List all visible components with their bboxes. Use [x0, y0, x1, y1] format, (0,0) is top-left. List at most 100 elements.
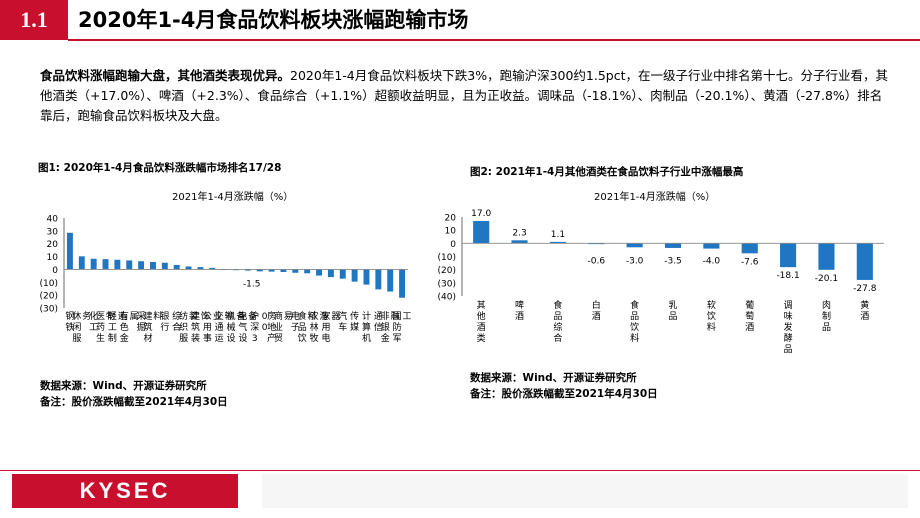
- category-label: 纺织服装: [179, 310, 198, 344]
- y-tick-label: 10: [445, 227, 457, 237]
- bar: [66, 232, 73, 270]
- bar: [114, 259, 121, 270]
- bar: [268, 269, 275, 272]
- category-label: 传媒: [350, 310, 359, 333]
- y-tick-label: 30: [47, 227, 59, 237]
- y-tick-label: (30): [40, 305, 58, 315]
- category-label: 休闲服务: [72, 310, 91, 344]
- category-label: 电气设备: [238, 310, 257, 344]
- chart-1-title: 2021年1-4月涨跌幅（%）: [172, 192, 294, 203]
- category-label: 汽车: [338, 310, 347, 333]
- bar: [78, 256, 85, 270]
- section-number: 1.1: [0, 0, 68, 40]
- bar: [304, 269, 311, 274]
- bar: [161, 262, 168, 270]
- y-tick-label: (20): [438, 266, 456, 276]
- y-tick-label: 20: [47, 240, 59, 250]
- bar: [818, 243, 835, 270]
- bar: [256, 269, 263, 272]
- category-label: 电子: [291, 310, 300, 333]
- bar: [375, 269, 382, 290]
- y-tick-label: (20): [40, 292, 58, 302]
- y-tick-label: 0: [450, 240, 456, 250]
- bar: [626, 243, 643, 248]
- category-label: 食品饮料: [630, 299, 639, 344]
- bar: [363, 269, 370, 285]
- bar: [150, 261, 156, 270]
- chart-1: 40 30 20 10 0 (10) (20) (30) 钢铁休闲服务化工医药生物轻工制造有色金…: [40, 215, 412, 345]
- data-label: 1.1: [551, 230, 565, 240]
- category-label: 建筑装饰: [191, 310, 210, 344]
- category-label: 乳品: [668, 299, 677, 322]
- bar: [90, 258, 97, 270]
- category-label: 啤酒: [515, 299, 524, 322]
- category-label: 综合: [172, 310, 181, 333]
- bar: [856, 243, 873, 280]
- bar: [351, 269, 358, 282]
- category-label: 有色金属: [120, 310, 139, 344]
- data-label: 2.3: [512, 228, 526, 238]
- bar: [511, 240, 528, 244]
- category-label: 食品饮料: [298, 310, 317, 344]
- bar: [316, 269, 322, 276]
- category-label: 房地产: [267, 310, 276, 344]
- category-label: 农林牧渔: [310, 310, 329, 344]
- chart-1-remark: 备注：股价涨跌幅截至2021年4月30日: [40, 396, 228, 408]
- category-label: 机械设备: [227, 310, 246, 344]
- chart-1-source: 数据来源：Wind、开源证券研究所: [40, 380, 207, 392]
- category-label: 通信: [374, 311, 383, 333]
- data-label: 17.0: [471, 209, 491, 219]
- intro-lead: 食品饮料涨幅跑输大盘，其他酒类表现优异。: [40, 68, 291, 83]
- data-label: -20.1: [815, 274, 838, 284]
- category-label: 非银金融: [381, 310, 400, 344]
- category-label: 银行: [160, 310, 169, 333]
- bar: [664, 243, 682, 248]
- kysec-logo: KYSEC: [12, 474, 238, 508]
- category-label: 钢铁: [65, 310, 74, 333]
- bar: [244, 269, 251, 271]
- category-label: 化工: [89, 310, 98, 333]
- category-label: 肉制品: [822, 299, 831, 333]
- bar: [173, 264, 180, 270]
- y-tick-label: 20: [445, 214, 457, 224]
- category-label: 黄酒: [860, 299, 869, 322]
- bar: [780, 243, 797, 268]
- category-label: 公用事业: [203, 311, 222, 344]
- bar: [209, 267, 216, 270]
- y-tick-label: (30): [438, 279, 456, 289]
- bar: [102, 259, 109, 270]
- bar: [197, 267, 204, 270]
- category-label: 采掘: [137, 311, 146, 333]
- y-tick-label: (10): [438, 253, 456, 263]
- bar: [126, 260, 133, 270]
- bar: [339, 269, 346, 279]
- y-tick-label: (10): [40, 279, 58, 289]
- chart-2-title: 2021年1-4月涨跌幅（%）: [594, 192, 716, 203]
- category-label: 医药生物: [96, 310, 115, 344]
- bar: [185, 266, 192, 270]
- figure-1-title: 图1: 2020年1-4月食品饮料涨跌幅市场排名17/28: [38, 162, 282, 174]
- data-label: -18.1: [776, 271, 799, 281]
- category-label: 家用电器: [321, 310, 340, 344]
- bar: [549, 241, 566, 244]
- category-label: 葡萄酒: [745, 299, 754, 333]
- category-label: 交通运输: [215, 310, 234, 344]
- category-label: 计算机: [362, 310, 371, 344]
- data-label: -7.6: [741, 257, 759, 267]
- chart-2-remark: 备注：股价涨跌幅截至2021年4月30日: [470, 388, 658, 400]
- figure-2-title: 图2: 2021年1-4月其他酒类在食品饮料子行业中涨幅最高: [470, 166, 744, 178]
- category-label: 软饮料: [707, 299, 716, 333]
- category-label: 其他酒类: [477, 300, 486, 344]
- data-label: -27.8: [853, 284, 877, 294]
- page-title: 2020年1-4月食品饮料板块涨幅跑输市场: [78, 8, 469, 32]
- bar: [703, 243, 720, 249]
- category-label: 调味发酵品: [784, 300, 793, 355]
- y-tick-label: 0: [52, 266, 58, 276]
- chart-2: 20 10 0 (10) (20) (30) (40) 其他酒类 17.0 啤酒 2.3 食品综合 1.…: [438, 209, 884, 355]
- category-label: 建筑材料: [144, 310, 163, 344]
- data-label: -3.0: [626, 256, 644, 266]
- chart-2-source: 数据来源：Wind、开源证券研究所: [470, 372, 637, 384]
- category-label: 商业贸易: [274, 310, 293, 344]
- data-label: -4.0: [703, 256, 721, 266]
- y-tick-label: 40: [47, 215, 59, 225]
